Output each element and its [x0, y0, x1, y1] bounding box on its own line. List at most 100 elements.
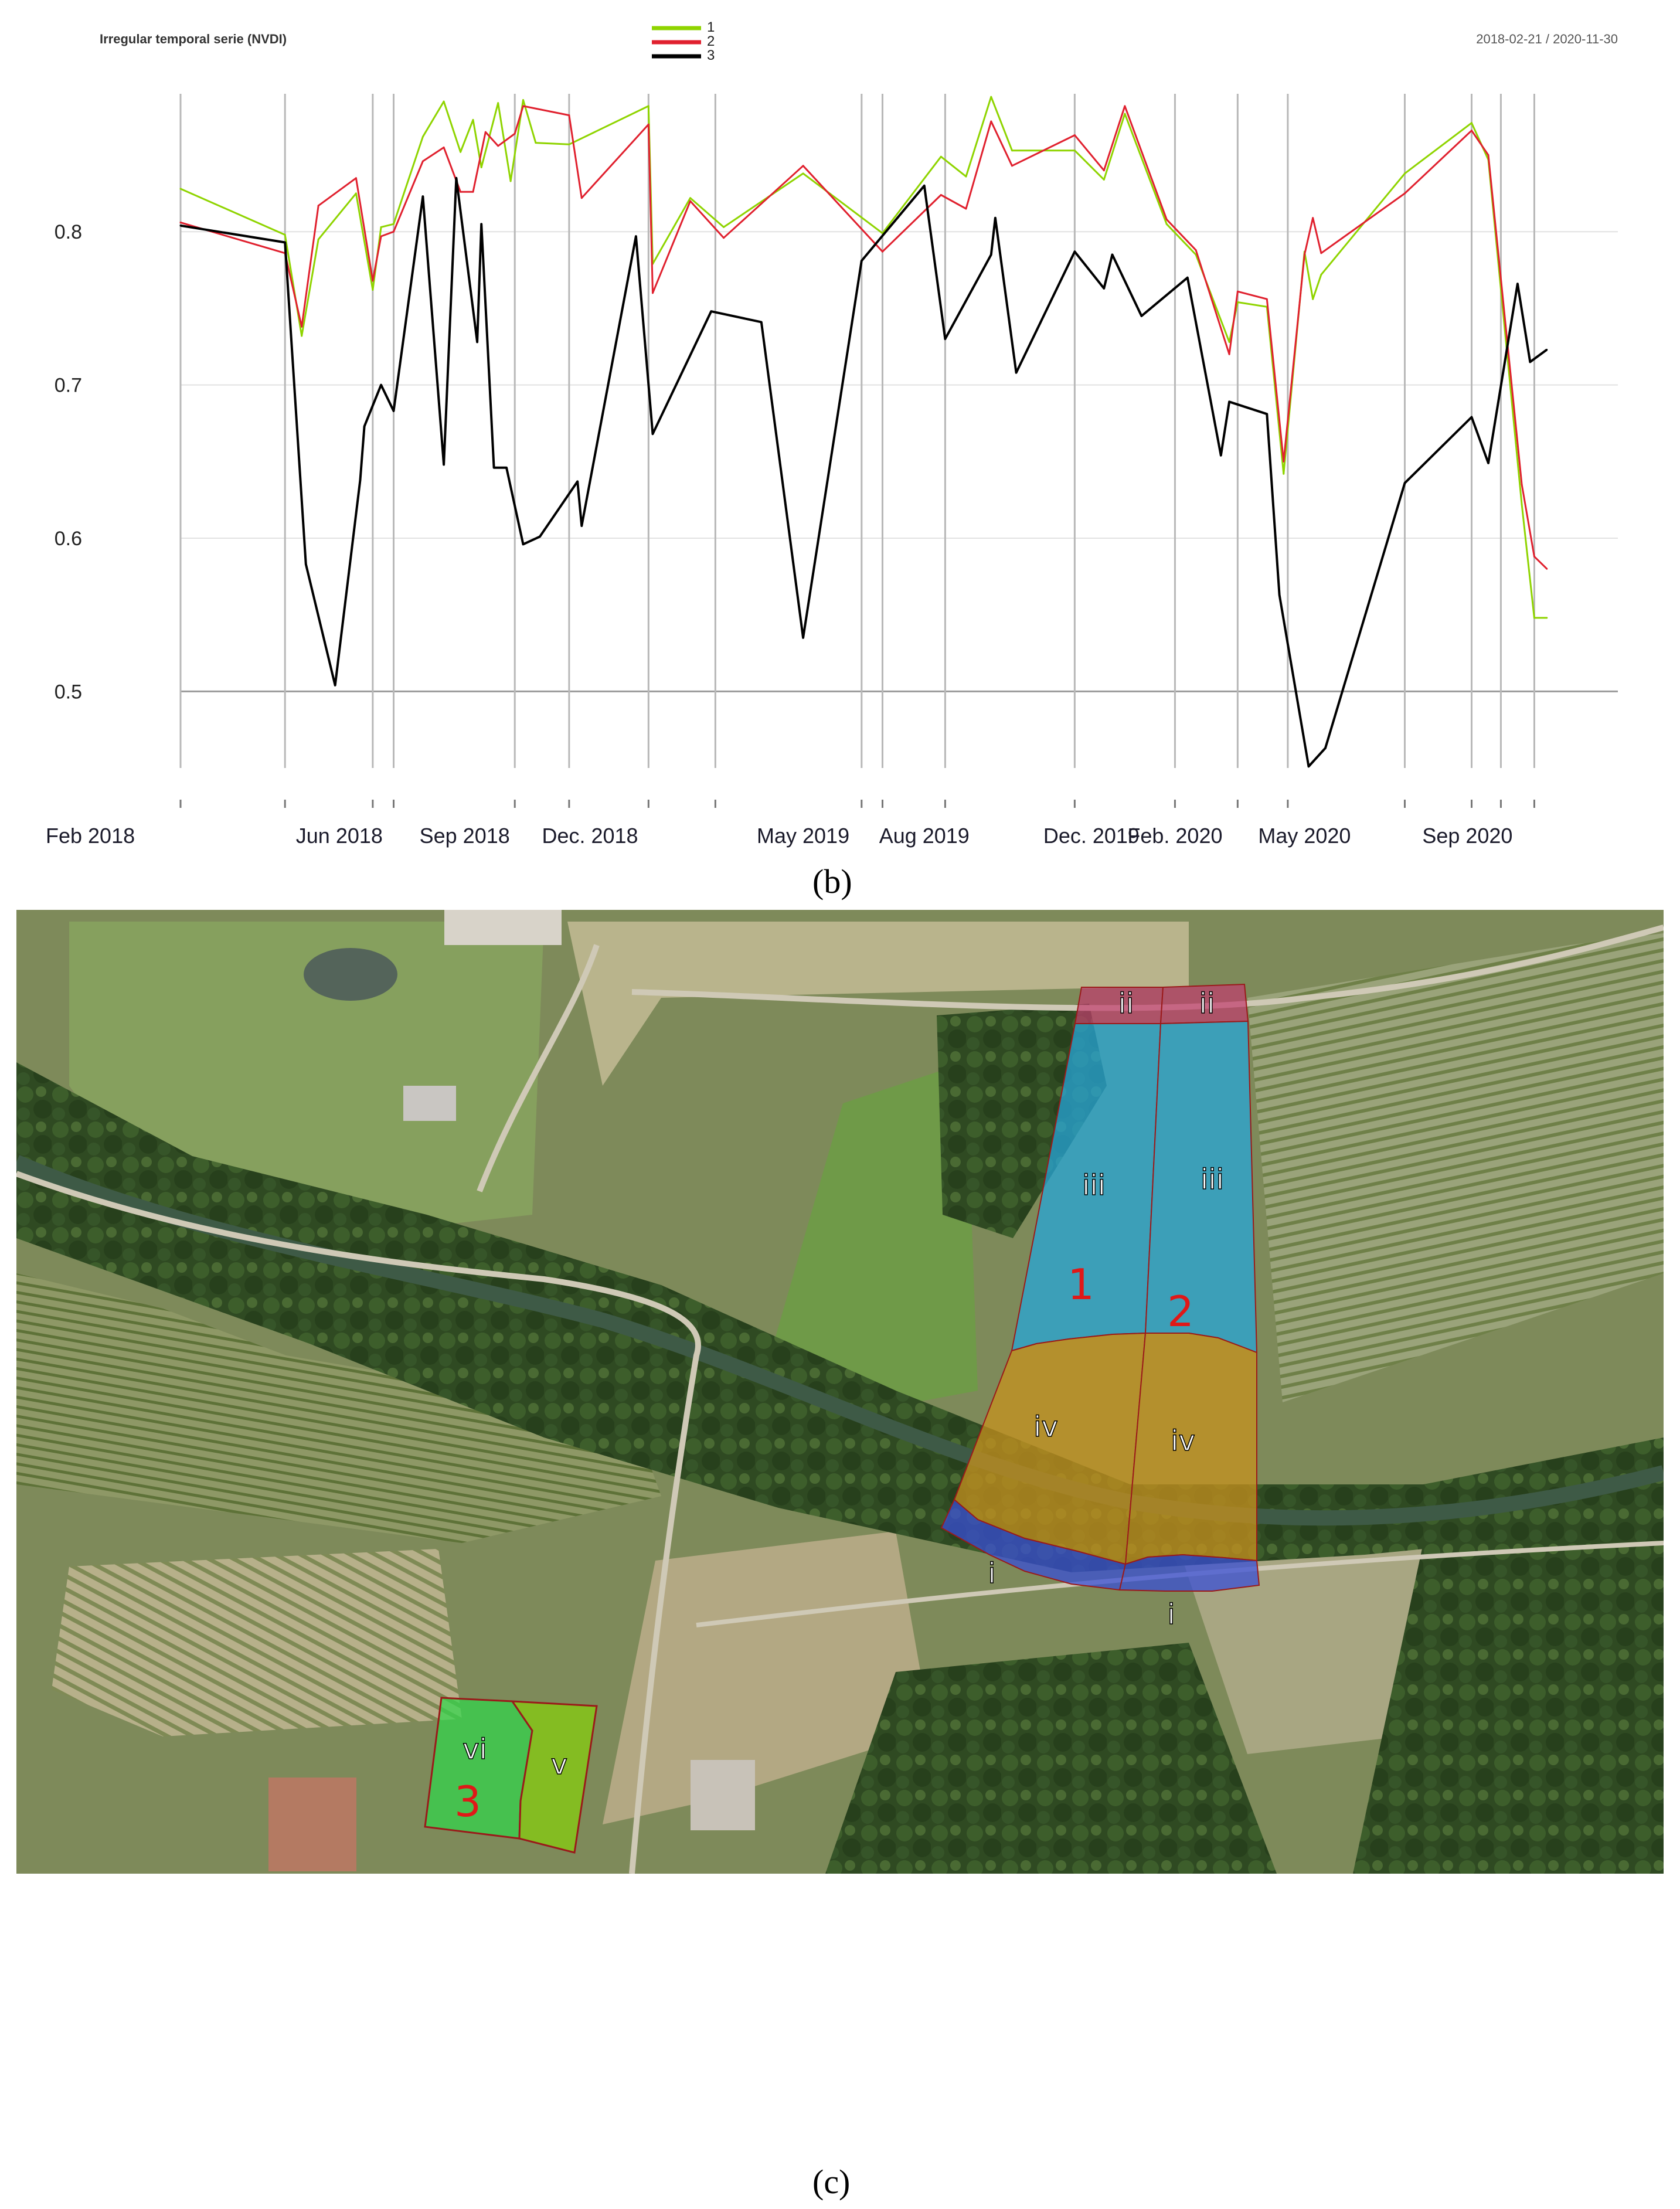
chart-legend: 123: [652, 19, 715, 63]
data-point: [284, 234, 286, 236]
road-left-curve: [16, 1171, 701, 1874]
data-point: [1220, 454, 1222, 457]
horizontal-gridlines: [181, 231, 1618, 692]
x-tick-label: May 2019: [757, 824, 849, 848]
data-point: [1404, 482, 1406, 484]
data-point: [1521, 504, 1523, 505]
panel-label-c: (c): [812, 2163, 851, 2201]
data-point: [372, 280, 374, 282]
building-farm-left: [268, 1778, 356, 1871]
data-point: [1487, 462, 1489, 464]
data-point: [1103, 178, 1105, 181]
label-zone-iv-left: iv: [1033, 1411, 1058, 1443]
field-top-center: [567, 922, 1189, 1086]
label-zone-iv-right: iv: [1171, 1425, 1195, 1457]
data-point: [363, 425, 366, 427]
x-axis-tick-labels: Feb 2018 Jun 2018 Sep 2018 Dec. 2018 May 201…: [46, 824, 1512, 848]
data-point: [965, 175, 967, 178]
data-point: [484, 131, 487, 133]
data-point: [1487, 154, 1489, 156]
data-point: [1124, 105, 1126, 107]
data-point: [1228, 341, 1230, 343]
data-point: [802, 165, 804, 167]
x-tick-label: Feb. 2020: [1127, 824, 1222, 848]
data-point: [522, 543, 524, 545]
data-point: [421, 195, 424, 198]
zone-i-right: [1118, 1554, 1260, 1592]
data-point: [1546, 567, 1548, 570]
data-point: [1404, 192, 1406, 195]
field-left-vineyard: [16, 1273, 661, 1543]
data-point: [1320, 252, 1322, 254]
data-point: [940, 194, 942, 196]
data-point: [455, 177, 457, 179]
woods-upper: [937, 1004, 1107, 1238]
data-point: [944, 338, 946, 340]
building-farm-center: [691, 1760, 755, 1830]
data-point: [647, 105, 649, 107]
data-point: [1312, 298, 1314, 300]
label-zone-v: v: [551, 1748, 567, 1781]
data-point: [802, 637, 804, 639]
data-point: [355, 177, 357, 179]
data-point: [443, 100, 445, 103]
data-point: [1124, 113, 1126, 115]
data-point: [990, 120, 992, 123]
data-point: [1324, 747, 1327, 749]
data-point: [723, 226, 725, 228]
data-point: [652, 292, 654, 294]
data-point: [1103, 287, 1105, 290]
data-point: [539, 535, 541, 538]
data-point: [460, 191, 462, 193]
data-point: [305, 563, 307, 565]
data-point: [380, 235, 382, 237]
woods-right-lower: [1353, 1520, 1664, 1874]
data-point: [460, 151, 462, 153]
data-point: [710, 310, 712, 312]
data-point: [1073, 149, 1076, 152]
label-plot-3: 3: [454, 1777, 481, 1826]
building-top: [444, 910, 562, 945]
data-point: [301, 325, 303, 328]
data-point: [505, 467, 508, 469]
data-point: [421, 160, 424, 162]
data-point: [472, 118, 474, 121]
data-point: [1278, 594, 1281, 596]
y-tick-label: 0.5: [55, 681, 82, 703]
data-point: [1529, 361, 1531, 363]
data-point: [580, 525, 583, 527]
data-point: [647, 123, 649, 125]
data-point: [1228, 400, 1230, 403]
data-point: [317, 238, 319, 240]
data-point: [1011, 165, 1013, 167]
road-top: [631, 925, 1664, 1011]
data-point: [1103, 169, 1105, 172]
data-point: [1228, 353, 1230, 355]
data-point: [1283, 460, 1285, 463]
data-point: [652, 433, 654, 435]
data-point: [1533, 555, 1535, 558]
y-axis-tick-labels: 0.8 0.7 0.6 0.5: [55, 221, 82, 703]
x-tick-label: Dec. 2019: [1043, 824, 1140, 848]
data-point: [509, 180, 512, 182]
x-tick-label: Dec. 2018: [542, 824, 638, 848]
data-point: [1165, 223, 1168, 225]
x-tick-label: Sep 2020: [1422, 824, 1512, 848]
data-point: [689, 197, 692, 199]
data-point: [393, 230, 395, 233]
panel-label-b: (b): [812, 862, 852, 900]
data-point: [334, 684, 336, 687]
data-point: [580, 197, 583, 199]
data-point: [393, 223, 395, 225]
x-tick-label: Feb 2018: [46, 824, 135, 848]
series-layer: [179, 96, 1548, 768]
building-golf: [403, 1086, 456, 1121]
data-point: [179, 225, 182, 227]
pond: [304, 948, 397, 1001]
vertical-gridlines: [179, 94, 1535, 808]
data-point: [301, 335, 303, 337]
data-point: [522, 99, 524, 101]
y-tick-label: 0.7: [55, 375, 82, 397]
data-point: [1236, 301, 1239, 303]
data-point: [513, 132, 516, 135]
